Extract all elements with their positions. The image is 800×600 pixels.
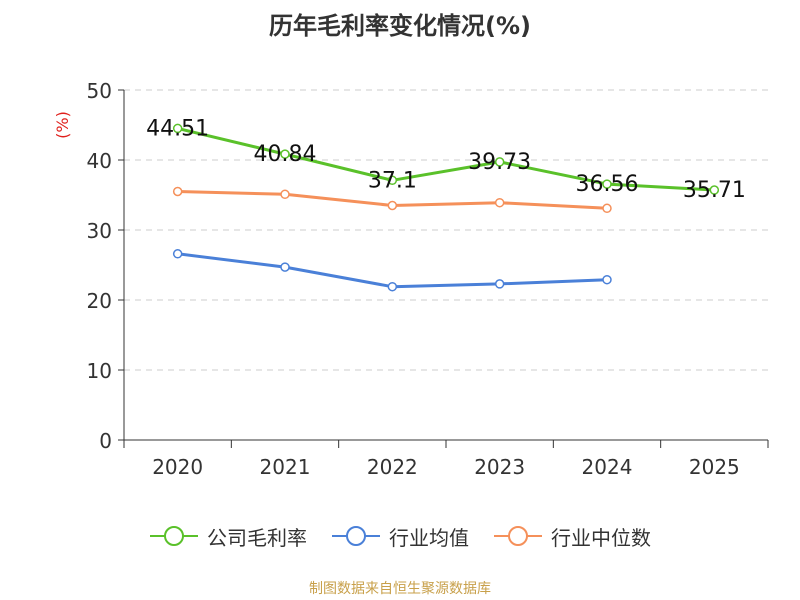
x-tick-label: 2021 — [260, 455, 311, 479]
legend-marker — [508, 526, 528, 546]
data-point — [280, 149, 290, 159]
data-point — [280, 262, 290, 272]
legend-item[interactable]: 公司毛利率 — [149, 522, 307, 551]
legend-swatch-icon — [332, 526, 380, 546]
y-tick-label: 30 — [87, 219, 112, 243]
x-tick-label: 2022 — [367, 455, 418, 479]
data-point — [387, 200, 398, 211]
data-point — [602, 274, 612, 285]
y-axis-label: (%) — [53, 111, 72, 139]
data-point — [172, 186, 183, 197]
x-tick-label: 2025 — [689, 455, 740, 479]
data-label: 36.56 — [576, 172, 639, 197]
legend-label: 行业中位数 — [551, 525, 651, 550]
data-point — [602, 203, 612, 214]
y-tick-label: 20 — [87, 289, 112, 313]
legend-marker — [164, 526, 184, 546]
series-line — [177, 252, 608, 289]
data-point — [494, 279, 505, 289]
y-tick-label: 0 — [99, 429, 112, 453]
data-label: 40.84 — [254, 142, 317, 167]
y-tick-label: 10 — [87, 359, 112, 383]
legend-item[interactable]: 行业均值 — [331, 522, 469, 551]
legend-label: 公司毛利率 — [207, 525, 307, 550]
data-point — [280, 189, 290, 200]
x-tick-label: 2020 — [152, 455, 203, 479]
y-tick-label: 50 — [87, 79, 112, 103]
chart-title: 历年毛利率变化情况(%) — [269, 12, 531, 40]
legend-swatch-icon — [494, 526, 542, 546]
series-line — [177, 126, 715, 192]
legend-label: 行业均值 — [389, 525, 469, 550]
data-point — [172, 123, 183, 134]
data-point — [494, 197, 505, 208]
data-label: 44.51 — [146, 116, 209, 141]
legend-marker — [346, 526, 366, 546]
data-point — [709, 185, 720, 195]
data-point — [602, 179, 612, 189]
source-note: 制图数据来自恒生聚源数据库 — [309, 581, 491, 597]
data-label: 39.73 — [468, 150, 531, 175]
data-point — [387, 281, 398, 292]
legend: 公司毛利率 行业均值 行业中位数 — [0, 520, 800, 552]
y-tick-label: 40 — [87, 149, 112, 173]
data-point — [387, 175, 398, 186]
legend-swatch-icon — [150, 526, 198, 546]
data-point — [494, 157, 505, 167]
legend-item[interactable]: 行业中位数 — [493, 522, 651, 551]
data-label: 37.1 — [368, 168, 417, 193]
data-point — [172, 249, 183, 259]
x-tick-label: 2024 — [582, 455, 633, 479]
data-label: 35.71 — [683, 178, 746, 203]
x-tick-label: 2023 — [474, 455, 525, 479]
